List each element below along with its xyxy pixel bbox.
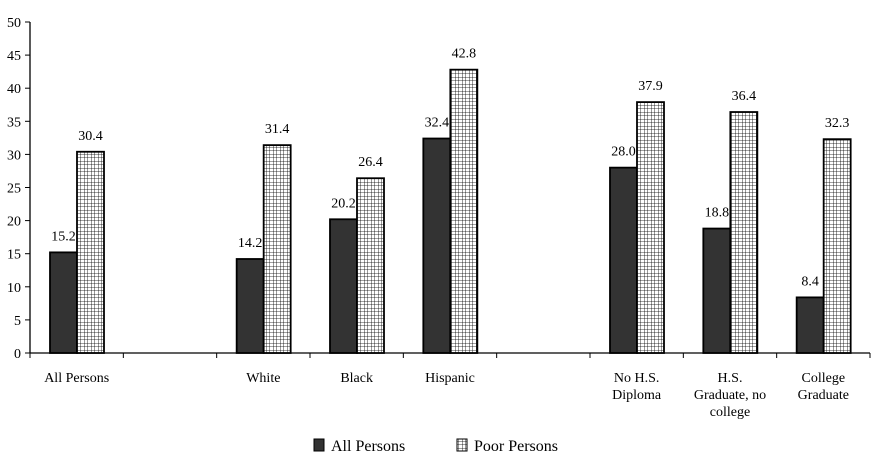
x-tick-label: college	[710, 405, 750, 420]
bar-poor-persons	[636, 101, 665, 354]
bar-poor-persons	[449, 68, 479, 354]
x-tick-label: H.S.	[718, 371, 743, 386]
bar-all-persons	[235, 258, 265, 354]
y-tick-label: 40	[7, 82, 21, 97]
data-label: 20.2	[331, 196, 356, 211]
data-label: 8.4	[801, 274, 819, 289]
data-label: 36.4	[732, 89, 757, 104]
data-label: 26.4	[358, 155, 383, 170]
x-tick-label: Graduate	[798, 388, 849, 403]
data-label: 18.8	[705, 206, 730, 221]
bar-poor-persons	[356, 177, 385, 354]
y-tick-label: 20	[7, 215, 21, 230]
y-tick-label: 30	[7, 148, 21, 163]
bar-poor-persons	[729, 111, 759, 354]
y-tick-label: 35	[7, 115, 21, 130]
legend-label: Poor Persons	[474, 438, 558, 455]
x-tick-label: College	[802, 371, 846, 386]
bar-all-persons	[609, 166, 638, 354]
data-label: 31.4	[265, 122, 290, 137]
data-label: 42.8	[452, 47, 477, 62]
x-tick-label: Hispanic	[425, 371, 475, 386]
x-tick-label: Black	[340, 371, 373, 386]
legend-swatch	[313, 438, 325, 452]
data-label: 28.0	[611, 145, 636, 160]
data-label: 14.2	[238, 236, 263, 251]
data-label: 30.4	[78, 129, 103, 144]
x-tick-label: White	[246, 371, 280, 386]
bar-all-persons	[795, 296, 825, 354]
bar-poor-persons	[262, 144, 292, 354]
bar-all-persons	[702, 227, 732, 354]
bar-all-persons	[49, 251, 78, 354]
data-label: 15.2	[51, 229, 76, 244]
legend-swatch	[456, 438, 468, 452]
data-label: 37.9	[638, 79, 663, 94]
y-tick-label: 45	[7, 49, 21, 64]
bar-all-persons	[422, 137, 452, 354]
x-tick-label: Diploma	[612, 388, 662, 403]
y-tick-label: 10	[7, 281, 21, 296]
y-tick-label: 0	[14, 347, 21, 362]
x-tick-label: No H.S.	[614, 371, 660, 386]
x-tick-label: All Persons	[44, 371, 109, 386]
y-tick-label: 25	[7, 182, 21, 197]
data-label: 32.3	[825, 116, 850, 131]
bar-poor-persons	[822, 138, 852, 354]
bar-all-persons	[329, 218, 358, 354]
bar-poor-persons	[76, 150, 105, 354]
y-tick-label: 5	[14, 314, 21, 329]
x-tick-label: Graduate, no	[694, 388, 766, 403]
y-tick-label: 50	[7, 16, 21, 31]
y-tick-label: 15	[7, 248, 21, 263]
data-label: 32.4	[425, 116, 450, 131]
legend-label: All Persons	[331, 438, 405, 455]
